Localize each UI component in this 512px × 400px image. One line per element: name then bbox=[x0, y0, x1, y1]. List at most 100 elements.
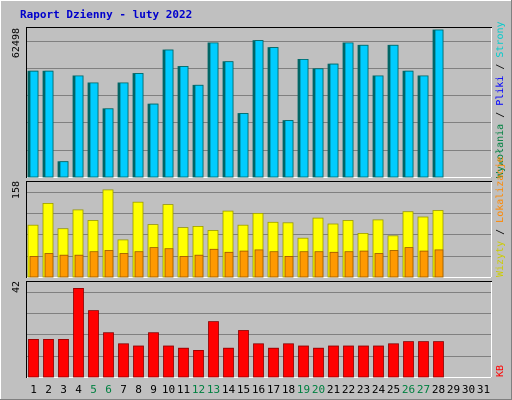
bar-pliki-day-7 bbox=[119, 82, 129, 178]
x-tick-label: 19 bbox=[297, 383, 310, 396]
bar-lokalizacje-day-26 bbox=[404, 247, 414, 278]
legend-lokalizacje: Lokalizacje bbox=[495, 157, 506, 223]
legend-kb: KB bbox=[495, 365, 506, 377]
bar-lokalizacje-day-4 bbox=[74, 254, 84, 278]
x-tick-label: 9 bbox=[150, 383, 157, 396]
x-tick-label: 20 bbox=[312, 383, 325, 396]
x-tick-label: 30 bbox=[462, 383, 475, 396]
bar-pliki-day-4 bbox=[74, 75, 84, 178]
bar-pliki-day-20 bbox=[314, 68, 324, 178]
bar-kb-day-11 bbox=[178, 347, 189, 378]
bar-kb-day-12 bbox=[193, 349, 204, 378]
panel-top bbox=[26, 27, 492, 178]
bar-kb-day-1 bbox=[28, 338, 39, 378]
bar-lokalizacje-day-21 bbox=[329, 251, 339, 278]
bar-pliki-day-3 bbox=[59, 161, 69, 178]
bar-lokalizacje-day-1 bbox=[29, 255, 39, 278]
bar-lokalizacje-day-20 bbox=[314, 251, 324, 278]
x-tick-label: 6 bbox=[105, 383, 112, 396]
bar-lokalizacje-day-12 bbox=[194, 254, 204, 278]
bar-kb-day-27 bbox=[418, 341, 429, 378]
bar-lokalizacje-day-14 bbox=[224, 251, 234, 278]
bar-pliki-day-17 bbox=[269, 47, 279, 178]
bar-lokalizacje-day-19 bbox=[299, 251, 309, 278]
legend-separator: / bbox=[495, 106, 506, 124]
bar-kb-day-23 bbox=[358, 345, 369, 378]
bar-kb-day-20 bbox=[313, 347, 324, 378]
x-tick-label: 22 bbox=[342, 383, 355, 396]
legend-wywolania: Wywołania bbox=[495, 124, 506, 178]
bar-pliki-day-19 bbox=[299, 59, 309, 178]
bar-lokalizacje-day-24 bbox=[374, 253, 384, 278]
x-tick-label: 17 bbox=[267, 383, 280, 396]
x-tick-label: 8 bbox=[135, 383, 142, 396]
scale-label-middle: 158 bbox=[11, 181, 22, 199]
bar-pliki-day-18 bbox=[284, 120, 294, 178]
bar-pliki-day-22 bbox=[344, 42, 354, 178]
x-tick-label: 26 bbox=[402, 383, 415, 396]
bar-lokalizacje-day-6 bbox=[104, 250, 114, 278]
legend-top: Wywołania / Pliki / Strony bbox=[495, 21, 506, 178]
scale-label-top: 62498 bbox=[11, 28, 22, 58]
bar-lokalizacje-day-11 bbox=[179, 255, 189, 278]
bar-lokalizacje-day-8 bbox=[134, 251, 144, 278]
bar-kb-day-26 bbox=[403, 341, 414, 378]
bar-lokalizacje-day-16 bbox=[254, 249, 264, 278]
bar-pliki-day-26 bbox=[404, 70, 414, 178]
bar-pliki-day-25 bbox=[389, 44, 399, 178]
chart-panels bbox=[26, 27, 492, 378]
bar-pliki-day-27 bbox=[419, 75, 429, 178]
bar-kb-day-22 bbox=[343, 345, 354, 378]
bar-kb-day-4 bbox=[73, 287, 84, 378]
x-tick-label: 23 bbox=[357, 383, 370, 396]
bar-kb-day-6 bbox=[103, 332, 114, 378]
bar-kb-day-10 bbox=[163, 345, 174, 378]
legend-separator: / bbox=[495, 58, 506, 76]
bar-kb-day-19 bbox=[298, 345, 309, 378]
legend-wizyty: Wizyty bbox=[495, 241, 506, 277]
x-tick-label: 3 bbox=[60, 383, 67, 396]
bar-pliki-day-11 bbox=[179, 66, 189, 178]
bar-lokalizacje-day-18 bbox=[284, 255, 294, 278]
bar-kb-day-8 bbox=[133, 345, 144, 378]
bar-pliki-day-10 bbox=[164, 49, 174, 178]
bar-lokalizacje-day-10 bbox=[164, 248, 174, 278]
bar-lokalizacje-day-17 bbox=[269, 251, 279, 278]
bar-lokalizacje-day-5 bbox=[89, 251, 99, 278]
bar-lokalizacje-day-15 bbox=[239, 250, 249, 278]
bar-kb-day-18 bbox=[283, 343, 294, 378]
bar-kb-day-9 bbox=[148, 332, 159, 378]
x-tick-label: 16 bbox=[252, 383, 265, 396]
legend-separator: / bbox=[495, 223, 506, 241]
bar-pliki-day-24 bbox=[374, 75, 384, 178]
bar-kb-day-28 bbox=[433, 341, 444, 378]
x-tick-label: 12 bbox=[192, 383, 205, 396]
bar-pliki-day-23 bbox=[359, 44, 369, 178]
x-tick-label: 1 bbox=[30, 383, 37, 396]
x-tick-label: 31 bbox=[477, 383, 490, 396]
legend-strony: Strony bbox=[495, 21, 506, 57]
x-tick-label: 27 bbox=[417, 383, 430, 396]
bar-pliki-day-2 bbox=[44, 70, 54, 178]
panel-bottom bbox=[26, 281, 492, 378]
bar-pliki-day-16 bbox=[254, 40, 264, 178]
x-tick-label: 18 bbox=[282, 383, 295, 396]
x-tick-label: 28 bbox=[432, 383, 445, 396]
bar-pliki-day-1 bbox=[29, 70, 39, 178]
x-tick-label: 14 bbox=[222, 383, 236, 396]
bar-lokalizacje-day-27 bbox=[419, 250, 429, 278]
bar-pliki-day-14 bbox=[224, 61, 234, 178]
x-axis-labels: 1 2 3 4 5 6 7 8 9 10 11 12 13 14 15 16 17 18 19 20 21 22 23 24 2… bbox=[30, 383, 490, 396]
bar-lokalizacje-day-3 bbox=[59, 254, 69, 278]
x-tick-label: 7 bbox=[120, 383, 127, 396]
bar-lokalizacje-day-7 bbox=[119, 253, 129, 278]
bar-kb-day-25 bbox=[388, 343, 399, 378]
panel-middle bbox=[26, 181, 492, 278]
bar-kb-day-14 bbox=[223, 347, 234, 378]
bar-lokalizacje-day-23 bbox=[359, 250, 369, 278]
legend-pliki: Pliki bbox=[495, 76, 506, 106]
bar-lokalizacje-day-2 bbox=[44, 253, 54, 278]
bar-kb-day-7 bbox=[118, 343, 129, 378]
x-tick-label: 24 bbox=[372, 383, 386, 396]
